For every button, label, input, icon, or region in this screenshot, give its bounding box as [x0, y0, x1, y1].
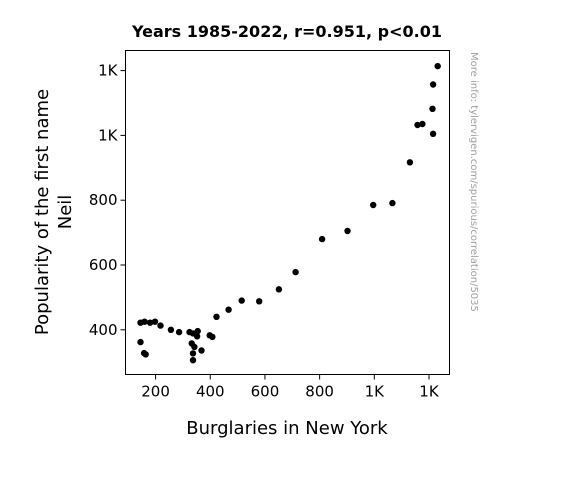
chart-title: Years 1985-2022, r=0.951, p<0.01	[131, 22, 442, 41]
y-axis-label-line-1: Popularity of the first name	[32, 89, 53, 335]
data-point-32	[414, 121, 421, 129]
x-axis-label: Burglaries in New York	[186, 418, 388, 439]
data-point-14	[189, 350, 197, 357]
data-point-3	[151, 318, 159, 325]
x-tick-label-1: 400	[196, 383, 225, 401]
data-point-21	[213, 313, 220, 320]
data-point-26	[292, 268, 299, 276]
data-point-25	[275, 286, 283, 293]
x-tick-label-2: 600	[251, 383, 280, 401]
data-point-4	[157, 322, 164, 329]
data-point-30	[389, 199, 396, 207]
y-tick-label-3: 1K	[98, 126, 119, 144]
data-point-18	[198, 347, 205, 354]
data-point-1	[141, 318, 148, 325]
data-point-31	[406, 159, 414, 166]
data-point-2	[146, 319, 154, 326]
data-point-20	[209, 333, 216, 341]
data-point-6	[175, 328, 183, 336]
y-tick-label-0: 400	[89, 321, 118, 339]
data-point-17	[194, 327, 201, 335]
y-tick-label-4: 1K	[98, 62, 119, 80]
data-point-9	[142, 351, 149, 358]
data-point-35	[429, 105, 436, 113]
y-axis-ticks: 400 600 800 1K 1K	[89, 62, 126, 339]
y-tick-label-2: 800	[89, 191, 118, 209]
data-point-22	[225, 306, 232, 313]
data-point-28	[344, 227, 351, 235]
data-point-34	[429, 130, 437, 137]
data-point-27	[318, 235, 326, 243]
data-point-24	[256, 298, 263, 305]
plot-frame	[125, 50, 450, 375]
data-point-7	[137, 338, 144, 346]
x-tick-label-5: 1K	[419, 383, 440, 401]
data-point-23	[238, 297, 245, 304]
y-axis-label-line-2: Neil	[55, 195, 76, 230]
y-tick-label-1: 600	[89, 256, 118, 274]
data-point-15	[189, 357, 197, 364]
data-point-5	[167, 326, 175, 333]
x-tick-label-0: 200	[141, 383, 170, 401]
data-point-37	[434, 62, 441, 70]
x-tick-label-4: 1K	[365, 383, 386, 401]
x-tick-label-3: 800	[305, 383, 334, 401]
data-point-16	[193, 333, 201, 340]
x-axis-ticks: 200 400 600 800 1K 1K	[141, 374, 440, 401]
data-point-29	[370, 201, 377, 209]
data-point-33	[419, 120, 426, 128]
data-point-36	[429, 81, 437, 88]
data-points	[137, 62, 441, 364]
source-watermark: More info: tylervigen.com/spurious/corre…	[468, 52, 479, 312]
data-point-13	[191, 343, 198, 351]
